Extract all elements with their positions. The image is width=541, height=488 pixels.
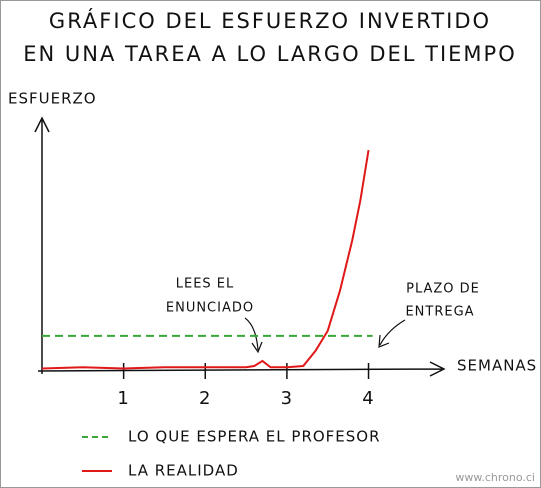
annotation: PLAZO DE: [406, 282, 480, 297]
x-tick-label: 3: [281, 388, 293, 409]
x-axis: [37, 361, 446, 377]
watermark: www.chrono.ci: [455, 471, 535, 484]
annotation: ENUNCIADO: [166, 301, 254, 316]
series-line: [41, 149, 370, 370]
y-axis-label: ESFUERZO: [8, 90, 97, 108]
annotation-arrow: [244, 317, 263, 354]
annotation: LEES EL: [176, 277, 235, 292]
legend-label: LO QUE ESPERA EL PROFESOR: [128, 428, 381, 446]
x-tick-label: 4: [362, 388, 374, 409]
annotation: ENTREGA: [405, 305, 474, 320]
x-tick-label: 1: [117, 388, 129, 409]
x-axis-label: SEMANAS: [457, 357, 537, 375]
legend-label: LA REALIDAD: [128, 462, 239, 480]
chart-title: GRÁFICO DEL ESFUERZO INVERTIDO: [49, 8, 491, 33]
axes: [34, 116, 446, 377]
x-tick-label: 2: [199, 388, 211, 409]
y-axis: [34, 116, 50, 374]
chart-title: EN UNA TAREA A LO LARGO DEL TIEMPO: [23, 42, 516, 66]
annotation-arrow: [378, 319, 406, 348]
